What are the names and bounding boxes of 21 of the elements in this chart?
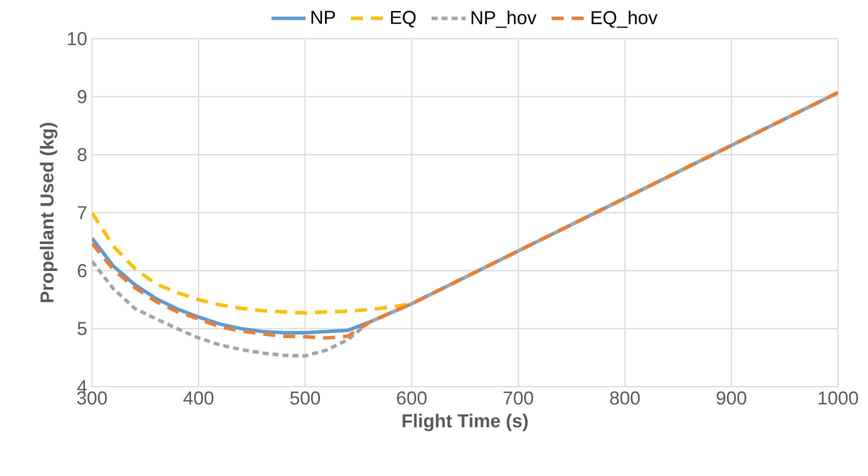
legend-label: NP_hov — [472, 10, 536, 28]
y-tick-label: 5 — [78, 322, 87, 336]
legend-label: NP — [312, 10, 335, 24]
y-tick-label: 7 — [78, 206, 86, 220]
x-tick-label: 300 — [77, 391, 107, 405]
x-axis-title: Flight Time (s) — [402, 414, 528, 432]
x-tick-label: 800 — [610, 391, 640, 405]
y-tick-label: 10 — [68, 32, 87, 46]
x-tick-label: 700 — [504, 391, 534, 405]
y-tick-label: 8 — [78, 148, 86, 162]
y-tick-label: 9 — [78, 90, 86, 104]
y-axis-title: Propellant Used (kg) — [40, 122, 58, 302]
x-tick-label: 1000 — [818, 391, 858, 405]
x-tick-label: 900 — [716, 391, 746, 405]
x-tick-label: 600 — [397, 391, 427, 405]
y-tick-label: 6 — [78, 264, 86, 278]
y-tick-label: 4 — [77, 380, 87, 394]
x-tick-label: 500 — [290, 391, 320, 405]
x-tick-label: 400 — [183, 391, 214, 405]
legend-label: EQ — [391, 10, 416, 28]
legend-label: EQ_hov — [592, 10, 658, 28]
